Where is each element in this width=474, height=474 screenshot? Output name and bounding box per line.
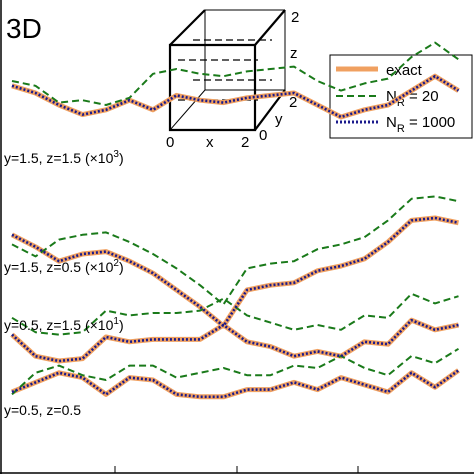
series-line-nr20-panel-3 bbox=[11, 347, 460, 396]
series-line-exact-panel-3 bbox=[11, 368, 460, 400]
cube-tick-x2: 2 bbox=[241, 134, 249, 151]
cube-tick-y0: 0 bbox=[259, 127, 267, 144]
cube-edge-hidden bbox=[169, 89, 206, 131]
cube-tick-y2: 2 bbox=[289, 94, 297, 111]
legend-label-nr1000: NR = 1000 bbox=[386, 114, 455, 135]
series-line-nr20-panel-0 bbox=[11, 41, 460, 106]
series-line-nr1000-panel-0 bbox=[11, 74, 460, 119]
cube-back-face bbox=[204, 9, 286, 91]
cube-axis-y: y bbox=[275, 111, 283, 128]
legend-label-exact: exact bbox=[386, 62, 423, 79]
cube-edge bbox=[254, 9, 286, 46]
cube-edge bbox=[169, 9, 206, 46]
panel-label-3: y=0.5, z=0.5 bbox=[4, 402, 81, 418]
cube-axis-x: x bbox=[206, 134, 214, 151]
panel-label-0: y=1.5, z=1.5 (×103) bbox=[4, 149, 124, 166]
cube-tick-z2: 2 bbox=[291, 9, 299, 26]
series-line-nr1000-panel-2 bbox=[11, 318, 459, 363]
series-layer bbox=[10, 41, 460, 400]
panel-label-1: y=1.5, z=0.5 (×102) bbox=[4, 258, 124, 275]
cube-axis-z: z bbox=[290, 45, 298, 62]
series-line-nr20-panel-1 bbox=[11, 195, 459, 306]
cube-tick-x0: 0 bbox=[166, 134, 174, 151]
cube-front-face bbox=[168, 43, 257, 132]
panel-label: 3D bbox=[6, 13, 42, 44]
panel-label-2: y=0.5, z=1.5 (×101) bbox=[4, 316, 124, 333]
